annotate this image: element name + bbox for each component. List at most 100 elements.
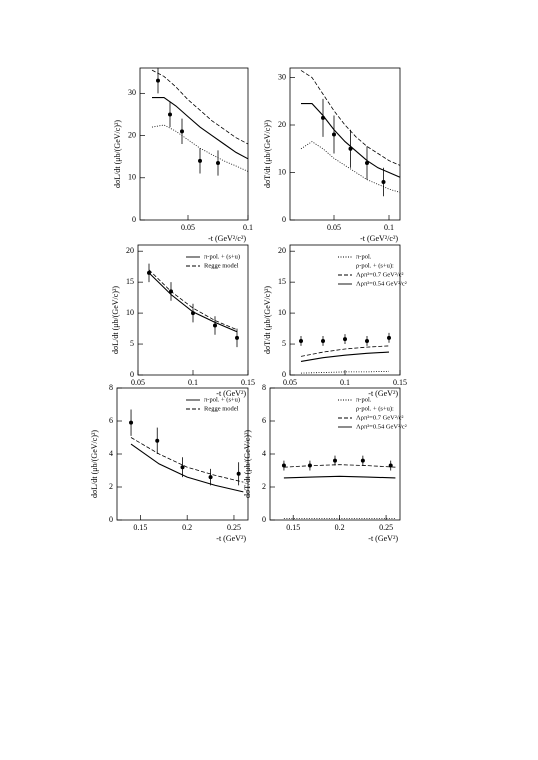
x-tick-label: 0.25 <box>379 523 393 532</box>
curve <box>148 269 238 331</box>
y-tick-label: 15 <box>126 277 134 286</box>
legend-label: Λρπ²=0.54 GeV²/c² <box>356 280 407 287</box>
y-tick-label: 0 <box>262 515 266 524</box>
data-point <box>281 463 286 468</box>
y-tick-label: 15 <box>278 277 286 286</box>
curve <box>152 97 249 160</box>
curve <box>300 345 390 357</box>
legend-label: Regge model <box>204 405 239 412</box>
data-point <box>191 311 195 316</box>
data-point <box>343 337 347 342</box>
legend-heading: ρ-pol. + (s+u): <box>356 405 394 412</box>
data-point <box>216 161 220 165</box>
x-tick-label: 0.05 <box>283 378 297 387</box>
data-point <box>155 438 160 443</box>
y-axis-label: dσT/dt (μb/(GeV/c)²) <box>263 120 272 188</box>
x-tick-label: 0.1 <box>243 223 253 232</box>
y-axis-label: dσL/dt (μb/(GeV/c)²) <box>90 430 99 498</box>
x-tick-label: 0.15 <box>286 523 300 532</box>
y-tick-label: 8 <box>109 383 113 392</box>
y-axis-label: dσL/dt (μb/(GeV/c)²) <box>111 286 120 354</box>
curve <box>130 437 244 483</box>
curve <box>151 69 249 145</box>
x-axis-label: -t (GeV²) <box>368 389 398 398</box>
x-axis-label: -t (GeV²/c²) <box>360 234 398 243</box>
data-point <box>129 420 134 425</box>
data-point <box>321 115 325 120</box>
data-point <box>332 132 336 137</box>
y-tick-label: 0 <box>130 370 134 379</box>
data-point <box>321 338 325 343</box>
y-tick-label: 6 <box>109 416 113 425</box>
data-point <box>236 471 241 476</box>
legend-label: Λρπ²=0.7 GeV²/c² <box>356 271 404 278</box>
legend-label: π-pol. <box>356 253 372 260</box>
y-tick-label: 20 <box>278 246 286 255</box>
x-tick-label: 0.05 <box>327 223 341 232</box>
curve <box>283 475 396 479</box>
x-tick-label: 0.2 <box>335 523 345 532</box>
x-tick-label: 0.25 <box>227 523 241 532</box>
y-tick-label: 2 <box>262 482 266 491</box>
y-tick-label: 4 <box>109 449 113 458</box>
data-point <box>208 475 213 480</box>
x-axis-label: -t (GeV²) <box>216 534 246 543</box>
y-tick-label: 0 <box>109 515 113 524</box>
y-tick-label: 30 <box>278 72 286 81</box>
data-point <box>387 335 391 340</box>
x-tick-label: 0.1 <box>340 378 350 387</box>
y-tick-label: 20 <box>128 130 136 139</box>
data-point <box>168 112 172 117</box>
curve <box>300 351 390 362</box>
y-tick-label: 30 <box>128 88 136 97</box>
data-point <box>348 146 353 151</box>
legend-label: Λρπ²=0.54 GeV²/c² <box>356 423 407 430</box>
data-point <box>365 161 369 165</box>
legend-label: Regge model <box>204 262 239 269</box>
data-point <box>360 458 365 463</box>
plot-frame <box>289 67 401 221</box>
data-point <box>307 463 312 468</box>
y-tick-label: 5 <box>282 339 286 348</box>
y-tick-label: 10 <box>278 308 286 317</box>
y-axis-label: dσT/dt (μb/(GeV/c)²) <box>263 286 272 354</box>
y-axis-label: dσL/dt (μb/(GeV/c)²) <box>113 120 122 188</box>
x-axis-label: -t (GeV²) <box>216 389 246 398</box>
data-point <box>213 323 217 328</box>
x-axis-label: -t (GeV²) <box>368 534 398 543</box>
y-tick-label: 20 <box>126 246 134 255</box>
curve <box>148 272 238 333</box>
legend-label: π-pol. <box>356 396 372 403</box>
x-tick-label: 0.1 <box>188 378 198 387</box>
y-tick-label: 10 <box>126 308 134 317</box>
data-point <box>381 180 386 184</box>
y-tick-label: 6 <box>262 416 266 425</box>
y-tick-label: 0 <box>132 215 136 224</box>
data-point <box>169 289 173 294</box>
data-point <box>235 335 239 340</box>
curve <box>300 370 390 374</box>
y-tick-label: 20 <box>278 120 286 129</box>
y-tick-label: 4 <box>262 449 266 458</box>
y-tick-label: 0 <box>282 370 286 379</box>
x-axis-label: -t (GeV²/c²) <box>208 234 246 243</box>
data-point <box>388 463 393 468</box>
data-point <box>365 338 369 343</box>
legend-label: π-pol. + (s+u) <box>204 396 240 403</box>
x-tick-label: 0.15 <box>133 523 147 532</box>
data-point <box>180 465 185 470</box>
y-tick-label: 0 <box>282 215 286 224</box>
y-tick-label: 10 <box>278 167 286 176</box>
curve <box>283 464 396 468</box>
legend-label: Λρπ²=0.7 GeV²/c² <box>356 414 404 421</box>
y-axis-label: dσT/dt (μb/(GeV/c)²) <box>243 430 252 498</box>
curve <box>130 443 244 493</box>
y-tick-label: 10 <box>128 173 136 182</box>
data-point <box>333 458 337 463</box>
x-tick-label: 0.05 <box>131 378 145 387</box>
legend-label: π-pol. + (s+u) <box>204 253 240 260</box>
legend-heading: ρ-pol. + (s+u): <box>356 262 394 269</box>
x-tick-label: 0.15 <box>241 378 255 387</box>
y-tick-label: 2 <box>109 482 113 491</box>
